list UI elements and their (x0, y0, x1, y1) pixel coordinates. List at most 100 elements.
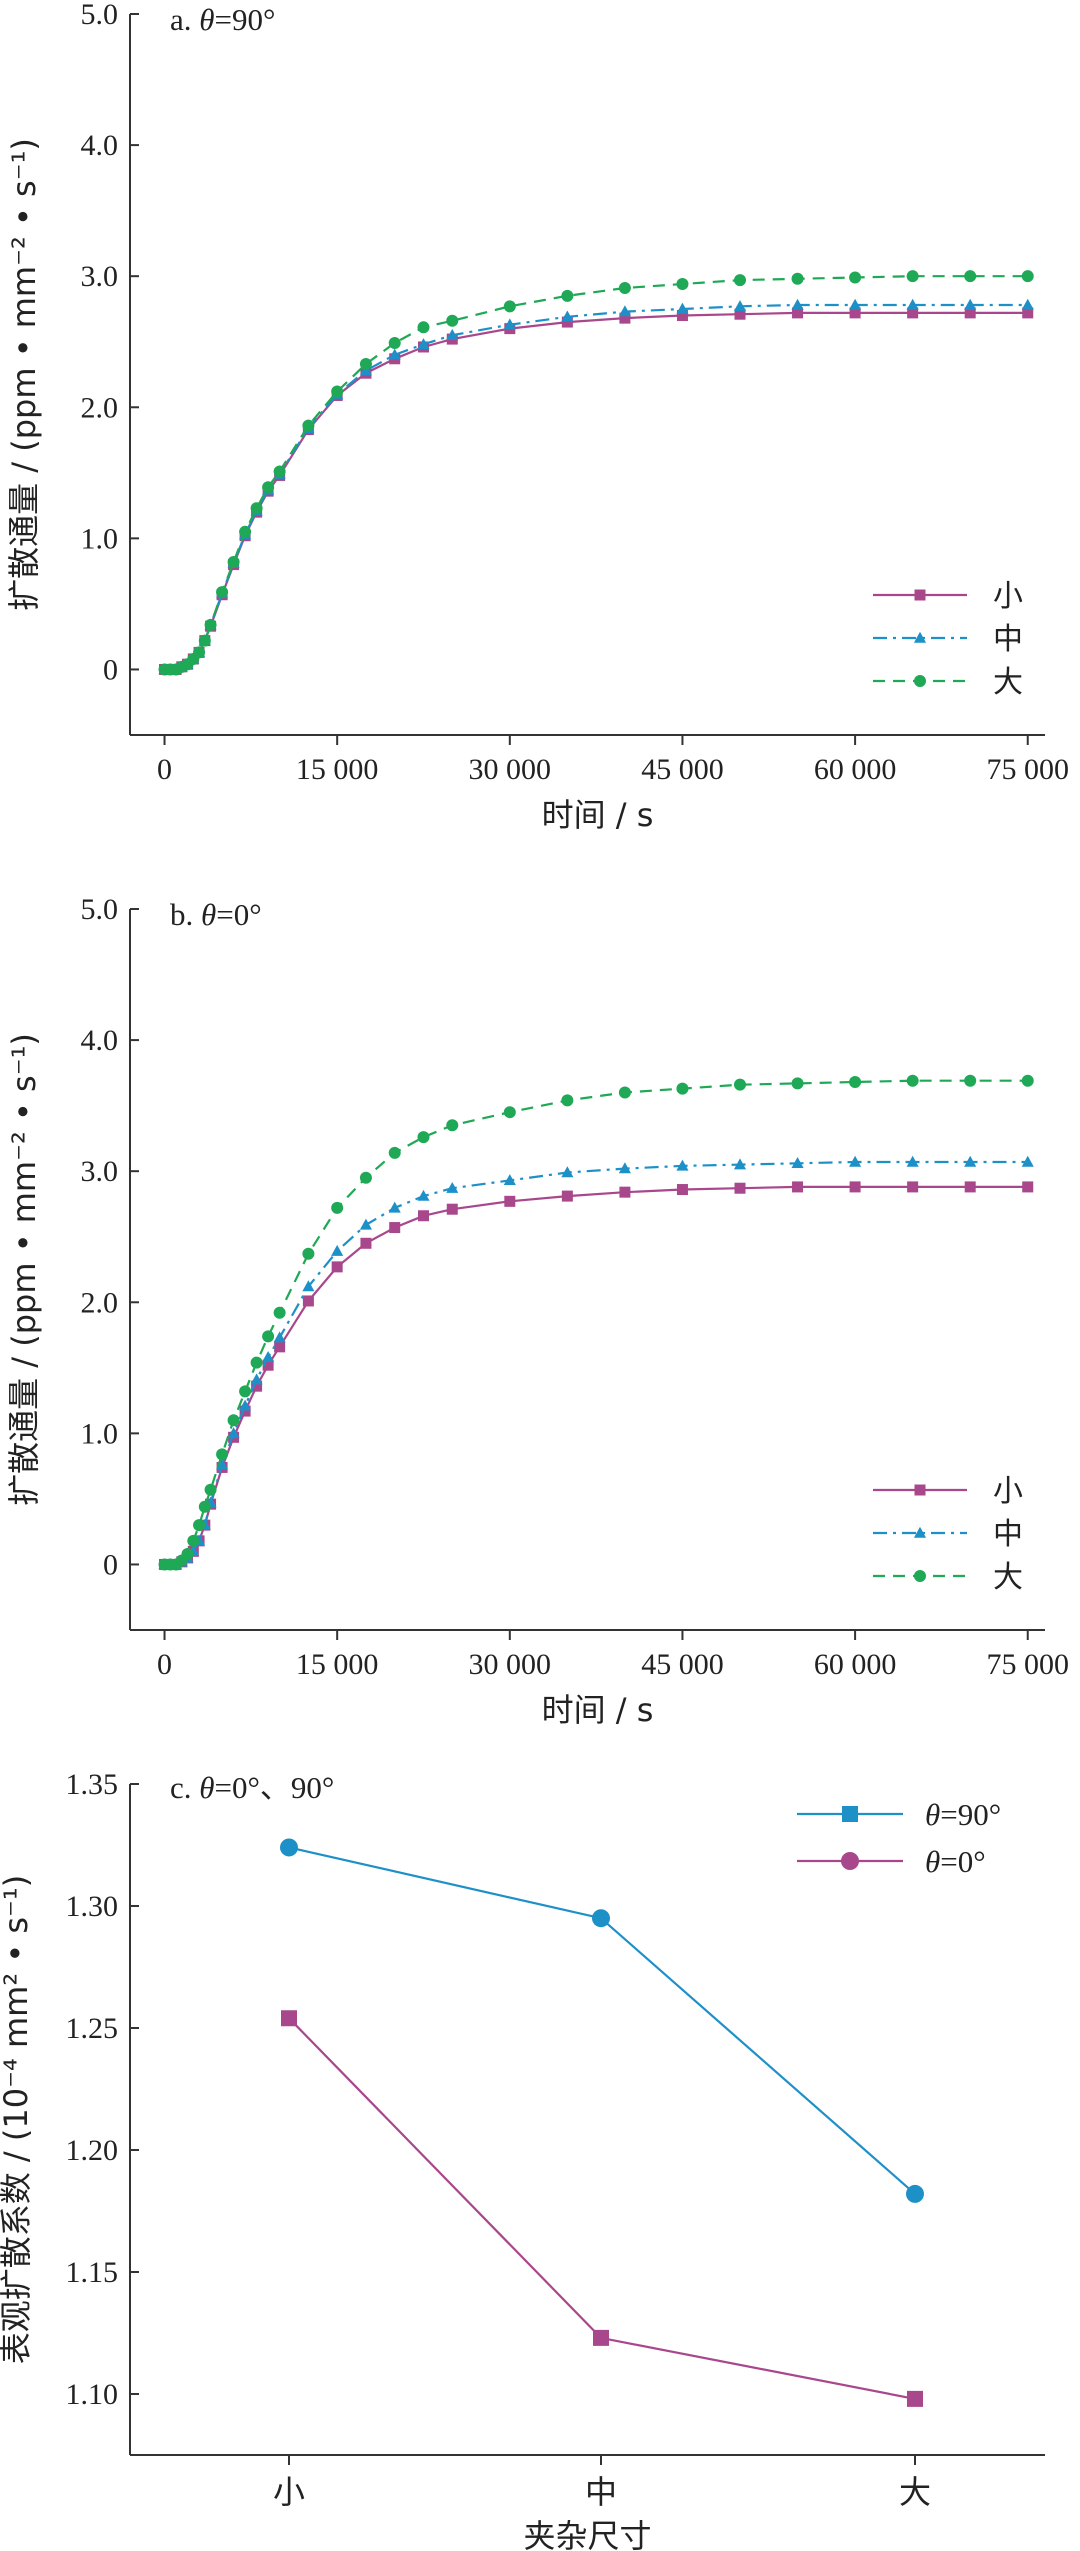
y-tick-label: 1.10 (66, 2378, 119, 2411)
data-point (446, 1119, 459, 1132)
panel-angle-value: =0° (216, 897, 261, 932)
y-tick-label: 1.0 (81, 1417, 119, 1450)
legend-label: θ=0° (925, 1844, 986, 1879)
y-tick-label: 3.0 (81, 1155, 119, 1188)
data-point (849, 1155, 862, 1167)
data-point (676, 302, 689, 314)
data-point (417, 1131, 430, 1144)
legend-label: 大 (993, 665, 1023, 700)
data-point (791, 1077, 804, 1090)
data-point (733, 1158, 747, 1170)
data-point (187, 1534, 200, 1547)
data-point (906, 1155, 919, 1167)
data-point (791, 298, 804, 310)
legend-marker (841, 1852, 859, 1870)
series-line-θ=90° (288, 1846, 916, 2195)
data-point (504, 1195, 516, 1207)
data-point (239, 525, 252, 538)
data-point (204, 1483, 217, 1496)
data-point (281, 2010, 297, 2027)
x-tick-label: 30 000 (469, 753, 552, 786)
data-point (734, 1182, 746, 1194)
series-line-小 (164, 1185, 1028, 1566)
data-point (193, 646, 206, 659)
y-tick-label: 1.25 (66, 2012, 119, 2045)
data-point (216, 1448, 229, 1461)
data-point (250, 502, 263, 515)
data-point (906, 298, 919, 310)
data-point (331, 1201, 344, 1214)
data-point (446, 328, 459, 340)
data-point (239, 1405, 251, 1417)
y-tick-label: 1.20 (66, 2134, 119, 2167)
data-point (359, 1171, 372, 1184)
panel-label: b. θ=0° (170, 897, 262, 932)
x-tick-label: 15 000 (296, 1648, 379, 1681)
series-line-中 (164, 1160, 1028, 1566)
y-tick-label: 2.0 (81, 1286, 119, 1319)
data-point (733, 300, 747, 312)
data-point (906, 2184, 924, 2203)
series-line-大 (164, 275, 1028, 671)
y-tick-label: 2.0 (81, 391, 119, 424)
legend-theta-symbol: θ (925, 1797, 940, 1832)
data-point (274, 1341, 286, 1353)
data-point (1022, 1181, 1034, 1193)
data-point (964, 1181, 976, 1193)
data-point (593, 2329, 609, 2346)
data-point (734, 274, 746, 287)
data-point (204, 618, 217, 631)
x-tick-label: 0 (157, 1648, 172, 1681)
series-line-小 (164, 311, 1028, 671)
legend-label: 大 (993, 1560, 1023, 1595)
y-tick-label: 1.35 (66, 1768, 119, 1801)
x-tick-label: 45 000 (641, 753, 724, 786)
data-point (250, 1373, 263, 1385)
data-point (503, 318, 516, 330)
data-point (280, 1838, 298, 1857)
legend-label: 小 (993, 579, 1023, 614)
data-point (618, 1162, 631, 1174)
data-point (239, 1399, 252, 1411)
data-point (849, 307, 861, 319)
legend-label: 小 (993, 1474, 1023, 1509)
data-point (618, 1086, 631, 1099)
data-point (302, 1295, 314, 1307)
x-tick-label: 小 (273, 2473, 305, 2511)
data-point (216, 1458, 229, 1470)
x-tick-label: 60 000 (814, 1648, 897, 1681)
panel-letter: a. (170, 2, 199, 37)
data-point (791, 272, 804, 285)
data-point (388, 337, 401, 350)
data-point (262, 1330, 275, 1343)
data-point (262, 1359, 274, 1371)
y-tick-label: 4.0 (81, 1024, 119, 1057)
data-point (302, 419, 315, 432)
data-point (227, 1414, 240, 1427)
data-point (907, 307, 919, 319)
data-point (227, 1427, 240, 1439)
data-point (331, 1261, 343, 1273)
data-point (198, 634, 211, 647)
y-tick-label: 4.0 (81, 129, 119, 162)
data-point (388, 1146, 401, 1159)
y-tick-label: 1.15 (66, 2256, 119, 2289)
x-tick-label: 15 000 (296, 753, 379, 786)
x-tick-label: 75 000 (986, 1648, 1069, 1681)
data-point (227, 555, 240, 568)
data-point (849, 298, 862, 310)
legend-angle-value: =0° (940, 1844, 985, 1879)
panel-angle-value: =90° (215, 2, 276, 37)
x-tick-label: 中 (585, 2473, 617, 2511)
data-point (193, 1519, 206, 1532)
data-point (618, 281, 631, 294)
data-point (389, 1222, 401, 1234)
panel-label: c. θ=0°、90° (170, 1770, 334, 1805)
data-point (1021, 1074, 1034, 1087)
y-tick-label: 5.0 (81, 893, 119, 926)
x-tick-label: 45 000 (641, 1648, 724, 1681)
data-point (503, 1174, 516, 1186)
data-point (417, 338, 430, 350)
data-point (273, 465, 286, 478)
